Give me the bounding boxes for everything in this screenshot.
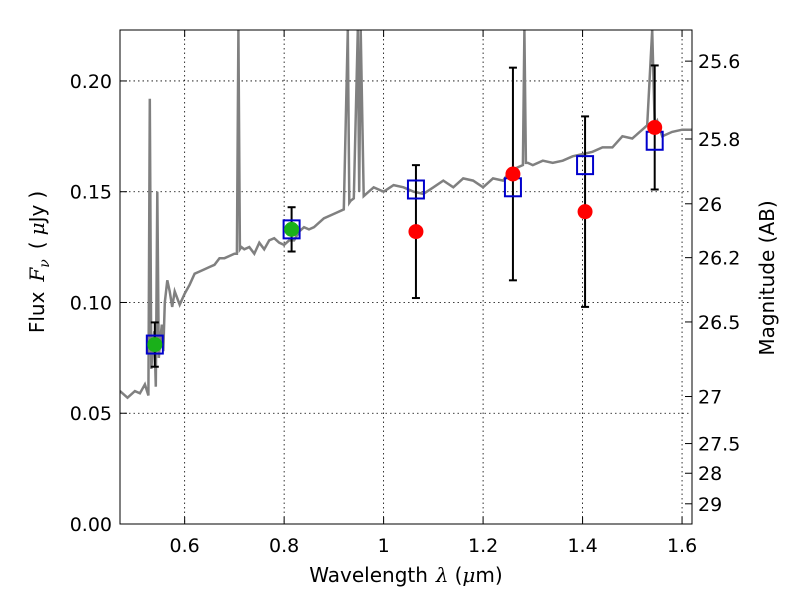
y2-tick-label: 29 bbox=[698, 494, 722, 516]
model-spectrum-line bbox=[120, 30, 692, 400]
x-tick-label: 0.8 bbox=[269, 535, 299, 557]
x-tick-label: 0.6 bbox=[170, 535, 200, 557]
data-point bbox=[408, 224, 424, 240]
y2-tick-label: 27 bbox=[698, 387, 722, 409]
y-tick-label: 0.20 bbox=[70, 71, 112, 93]
data-point bbox=[577, 204, 593, 220]
y-tick-label: 0.05 bbox=[70, 403, 112, 425]
y2-tick-label: 26 bbox=[698, 194, 722, 216]
y-tick-label: 0.10 bbox=[70, 292, 112, 314]
y2-axis-label: Magnitude (AB) bbox=[755, 200, 779, 355]
model-photometry-square bbox=[145, 334, 164, 355]
y-tick-label: 0.00 bbox=[70, 514, 112, 536]
y2-tick-label: 25.8 bbox=[698, 129, 740, 151]
data-point bbox=[505, 166, 521, 182]
data-markers bbox=[145, 64, 664, 368]
y2-tick-label: 27.5 bbox=[698, 434, 740, 456]
y2-tick-label: 26.2 bbox=[698, 248, 740, 270]
model-photometry-square bbox=[282, 219, 301, 240]
data-point bbox=[647, 119, 663, 135]
y-axis-label: FluxFν(μJy) bbox=[25, 191, 53, 333]
x-tick-label: 1.2 bbox=[468, 535, 498, 557]
y2-tick-label: 28 bbox=[698, 463, 722, 485]
y-tick-label: 0.15 bbox=[70, 182, 112, 204]
x-axis-label: Wavelength λ (μm) bbox=[309, 563, 502, 587]
detection-point bbox=[147, 337, 163, 353]
grid-lines bbox=[120, 30, 692, 525]
axis-ticks: 0.6 0.8 1 1.2 1.4 1.6 0.00 0.05 0.10 0.15 0.20 25.6… bbox=[70, 30, 740, 557]
model-photometry-square bbox=[406, 179, 425, 200]
x-tick-label: 1.6 bbox=[667, 535, 697, 557]
x-tick-label: 1 bbox=[378, 535, 390, 557]
model-photometry-square bbox=[576, 155, 595, 176]
plot-frame bbox=[119, 29, 693, 525]
x-tick-label: 1.4 bbox=[567, 535, 597, 557]
y2-tick-label: 25.6 bbox=[698, 51, 740, 73]
y2-tick-label: 26.5 bbox=[698, 312, 740, 334]
detection-point bbox=[284, 221, 300, 237]
